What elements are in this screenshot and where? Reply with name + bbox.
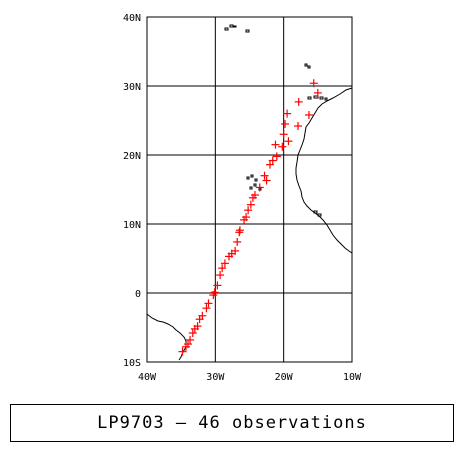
- axis-labels: 40W 30W 20W 10W 40N 30N 20N 10N 0 10S: [123, 13, 362, 383]
- azores-islands: [224, 24, 250, 33]
- lon-tick-label: 10W: [343, 372, 362, 383]
- lat-tick-label: 0: [135, 289, 141, 300]
- observation-marker: [268, 156, 277, 165]
- map-grid: [146, 16, 353, 363]
- lon-tick-label: 20W: [275, 372, 294, 383]
- madeira-island: [304, 63, 311, 69]
- observation-marker: [181, 342, 190, 351]
- lon-tick-label: 30W: [206, 372, 225, 383]
- africa-coast: [295, 87, 353, 254]
- observation-marker: [186, 335, 195, 344]
- caption-title: LP9703 — 46 observations: [97, 413, 367, 433]
- observation-marker: [220, 259, 229, 268]
- observation-map: 40W 30W 20W 10W 40N 30N 20N 10N 0 10S: [123, 13, 362, 383]
- observation-marker: [255, 183, 264, 192]
- observation-marker: [262, 176, 271, 185]
- observation-marker: [248, 193, 257, 202]
- observation-marker: [209, 291, 218, 300]
- observation-marker: [235, 228, 244, 237]
- observation-marker: [225, 252, 233, 261]
- observation-marker: [188, 329, 197, 338]
- observation-marker: [178, 347, 187, 356]
- observation-marker: [244, 206, 253, 215]
- observation-marker: [240, 215, 249, 224]
- caption-box: LP9703 — 46 observations: [10, 404, 454, 442]
- lat-tick-label: 20N: [123, 151, 141, 162]
- observation-marker: [283, 109, 292, 118]
- observation-marker: [235, 226, 244, 235]
- observation-marker: [272, 152, 281, 161]
- observation-marker: [246, 200, 255, 209]
- canary-islands: [307, 95, 328, 101]
- observation-marker: [190, 324, 199, 333]
- observation-marker: [279, 130, 288, 139]
- observation-marker: [281, 119, 290, 128]
- observation-marker: [313, 88, 322, 97]
- observation-marker: [260, 171, 269, 180]
- observation-marker: [266, 160, 274, 169]
- lon-tick-label: 40W: [138, 372, 157, 383]
- observation-marker: [304, 110, 313, 119]
- observation-markers: [178, 79, 322, 356]
- coastline-layer: [146, 24, 353, 361]
- observation-marker: [284, 137, 293, 146]
- observation-marker: [233, 237, 242, 246]
- observation-marker: [294, 122, 303, 131]
- bissagos-islands: [313, 210, 322, 217]
- cape-verde-islands: [246, 174, 262, 191]
- observation-marker: [271, 140, 280, 149]
- observation-marker: [294, 97, 303, 106]
- lat-tick-label: 10N: [123, 220, 141, 231]
- lat-tick-label: 10S: [123, 358, 141, 369]
- observation-marker: [278, 142, 287, 151]
- observation-marker: [218, 264, 227, 273]
- lat-tick-label: 30N: [123, 82, 141, 93]
- observation-marker: [204, 299, 213, 308]
- south-america-coast: [146, 313, 187, 361]
- observation-marker: [309, 79, 318, 88]
- observation-marker: [213, 281, 222, 290]
- observation-marker: [202, 304, 211, 313]
- observation-marker: [195, 315, 204, 324]
- observation-marker: [216, 271, 225, 280]
- lat-tick-label: 40N: [123, 13, 141, 24]
